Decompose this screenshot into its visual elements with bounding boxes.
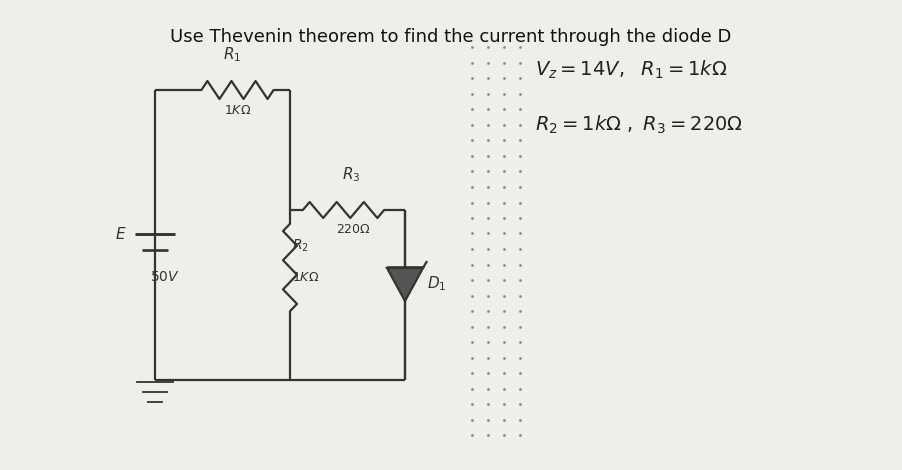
Text: $V_z=14V,\ \ R_1=1k\Omega$: $V_z=14V,\ \ R_1=1k\Omega$ (534, 59, 726, 81)
Text: $E$: $E$ (115, 226, 127, 242)
Text: $220\Omega$: $220\Omega$ (336, 223, 371, 236)
Text: $R_2$: $R_2$ (291, 237, 308, 254)
Text: $D_1$: $D_1$ (427, 274, 446, 293)
Polygon shape (387, 268, 422, 301)
Text: $R_2=1k\Omega\ ,\ R_3=220\Omega$: $R_2=1k\Omega\ ,\ R_3=220\Omega$ (534, 114, 742, 136)
Text: $1K\Omega$: $1K\Omega$ (224, 104, 251, 117)
Text: $R_1$: $R_1$ (223, 45, 242, 64)
Text: $R_3$: $R_3$ (342, 165, 360, 184)
Text: Use Thevenin theorem to find the current through the diode D: Use Thevenin theorem to find the current… (170, 28, 731, 46)
Text: $50V$: $50V$ (150, 270, 179, 284)
Text: $1K\Omega$: $1K\Omega$ (291, 271, 319, 284)
